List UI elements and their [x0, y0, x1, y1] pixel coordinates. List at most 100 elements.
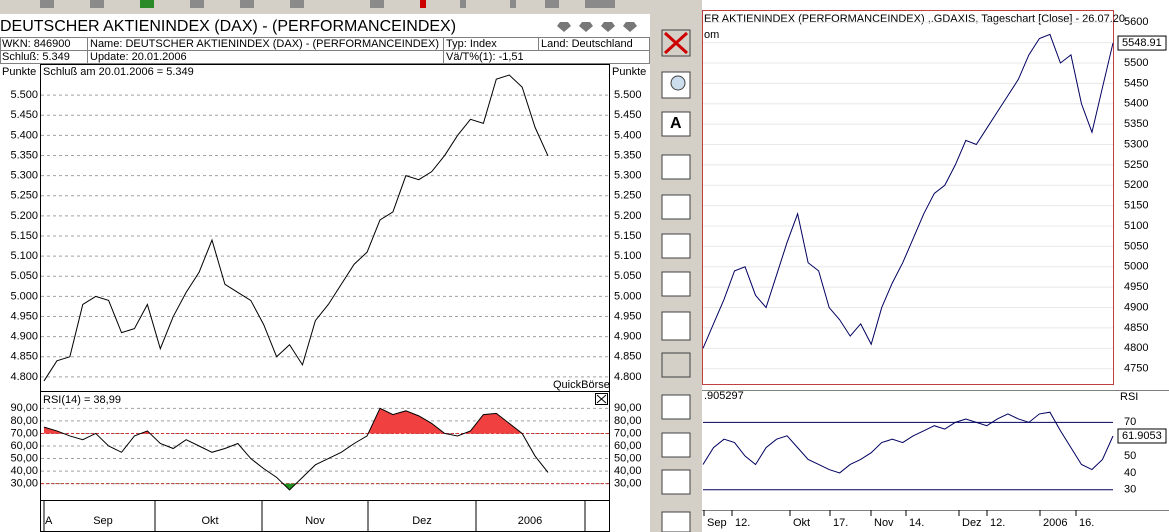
y-tick-label: 60,00 — [614, 440, 642, 452]
rsi-caption: RSI(14) = 38,99 — [43, 394, 121, 406]
y-tick-label: 5.350 — [10, 149, 38, 161]
y-tick-label: 4.850 — [614, 351, 642, 363]
y-tick-label: 5250 — [1124, 159, 1148, 171]
y-tick-label: 80,00 — [614, 415, 642, 427]
y-tick-label: 4.900 — [614, 331, 642, 343]
y-tick-label: 5.100 — [614, 250, 642, 262]
y-tick-label: 4950 — [1124, 281, 1148, 293]
y-tick-label: 4.800 — [614, 371, 642, 383]
date-label: 16. — [1079, 517, 1094, 529]
last-value-label: 5548.91 — [1122, 37, 1162, 49]
y-tick-label: 5.150 — [10, 230, 38, 242]
svg-text:A: A — [670, 115, 682, 132]
y-tick-label: 5050 — [1124, 240, 1148, 252]
y-tick-label: 5.200 — [10, 210, 38, 222]
wkn: WKN: 846900 — [2, 38, 70, 50]
y-tick-label: 90,00 — [10, 402, 38, 414]
month-label: 2006 — [518, 515, 542, 527]
price-line — [43, 74, 549, 382]
y-tick-label: 5.500 — [614, 89, 642, 101]
header-title: DEUTSCHER AKTIENINDEX (DAX) - (PERFORMAN… — [0, 18, 456, 35]
y-tick-label: 30,00 — [614, 478, 642, 490]
last-value-box — [1117, 428, 1167, 444]
y-tick-label: 5.450 — [10, 109, 38, 121]
y-tick-label: 50,00 — [614, 452, 642, 464]
y-tick-label: 5600 — [1124, 16, 1148, 28]
y-tick-label: 4.800 — [10, 371, 38, 383]
y-tick-label: 5.400 — [10, 129, 38, 141]
y-tick-label: 5.250 — [10, 190, 38, 202]
date-label: 12. — [735, 517, 750, 529]
y-tick-label: 5000 — [1124, 261, 1148, 273]
y-tick-label: 5150 — [1124, 200, 1148, 212]
month-label: Dez — [412, 515, 432, 527]
y-tick-label: 70 — [1124, 416, 1136, 428]
y-tick-label: 30 — [1124, 484, 1136, 496]
last-value-label: 61.9053 — [1122, 430, 1162, 442]
y-tick-label: 5.050 — [614, 270, 642, 282]
y-tick-label: 70,00 — [614, 427, 642, 439]
date-label: Nov — [874, 517, 894, 529]
close: Schluß: 5.349 — [2, 51, 70, 63]
info-grid — [0, 37, 650, 64]
y-tick-label: 5.000 — [10, 290, 38, 302]
date-label: 17. — [833, 517, 848, 529]
price-line — [43, 407, 549, 491]
type: Typ: Index — [446, 38, 497, 50]
right-price-frame — [702, 10, 1114, 385]
y-tick-label: 5300 — [1124, 138, 1148, 150]
month-axis — [40, 500, 610, 532]
y-tick-label: 40,00 — [614, 465, 642, 477]
y-tick-label: 4.900 — [10, 331, 38, 343]
date-label: Okt — [793, 517, 810, 529]
y-tick-label: 40,00 — [10, 465, 38, 477]
y-tick-label: 5.300 — [10, 170, 38, 182]
caption: Schluß am 20.01.2006 = 5.349 — [43, 66, 194, 78]
date-label: Dez — [962, 517, 982, 529]
date-label: 14. — [909, 517, 924, 529]
y-tick-label: 70,00 — [10, 427, 38, 439]
last-value-box — [1117, 35, 1167, 51]
y-tick-label: 5.500 — [10, 89, 38, 101]
right-panel — [702, 0, 1169, 532]
name: Name: DEUTSCHER AKTIENINDEX (DAX) - (PER… — [90, 38, 439, 50]
y-tick-label: 30,00 — [10, 478, 38, 490]
y-tick-label: 60,00 — [10, 440, 38, 452]
brand: QuickBörse — [553, 379, 610, 391]
y-tick-label: 4900 — [1124, 301, 1148, 313]
month-label: Nov — [305, 515, 325, 527]
month-label: A — [45, 515, 53, 527]
overbought-fill — [44, 408, 548, 434]
y-tick-label: 5.250 — [614, 190, 642, 202]
y-tick-label: 5.100 — [10, 250, 38, 262]
price-line — [702, 411, 1114, 474]
y-tick-label: 5350 — [1124, 118, 1148, 130]
change: Vä/T%(1): -1,51 — [446, 51, 524, 63]
y-tick-label: 4750 — [1124, 363, 1148, 375]
y-tick-label: 5.350 — [614, 149, 642, 161]
toolbar-icons — [40, 0, 615, 8]
right-rsi-axis-label: RSI — [1120, 391, 1138, 403]
y-tick-label: 5.050 — [10, 270, 38, 282]
y-tick-label: 5.000 — [614, 290, 642, 302]
y-tick-label: 5.200 — [614, 210, 642, 222]
y-tick-label: 5500 — [1124, 57, 1148, 69]
tool-buttons[interactable]: A — [661, 29, 691, 532]
right-rsi-caption: .905297 — [704, 390, 744, 402]
close-button[interactable] — [595, 393, 608, 405]
month-label: Sep — [93, 515, 113, 527]
diamond-icons — [557, 22, 637, 32]
y-tick-label: 5.150 — [614, 230, 642, 242]
price-line — [702, 33, 1114, 349]
y-tick-label: 5200 — [1124, 179, 1148, 191]
y-tick-label: 4.850 — [10, 351, 38, 363]
y-tick-label: 5100 — [1124, 220, 1148, 232]
axis-label-right: Punkte — [612, 66, 646, 78]
y-tick-label: 90,00 — [614, 402, 642, 414]
right-subtitle: om — [704, 29, 719, 41]
y-tick-label: 50 — [1124, 450, 1136, 462]
y-tick-label: 80,00 — [10, 415, 38, 427]
y-tick-label: 5.300 — [614, 170, 642, 182]
y-tick-label: 4850 — [1124, 322, 1148, 334]
y-tick-label: 50,00 — [10, 452, 38, 464]
